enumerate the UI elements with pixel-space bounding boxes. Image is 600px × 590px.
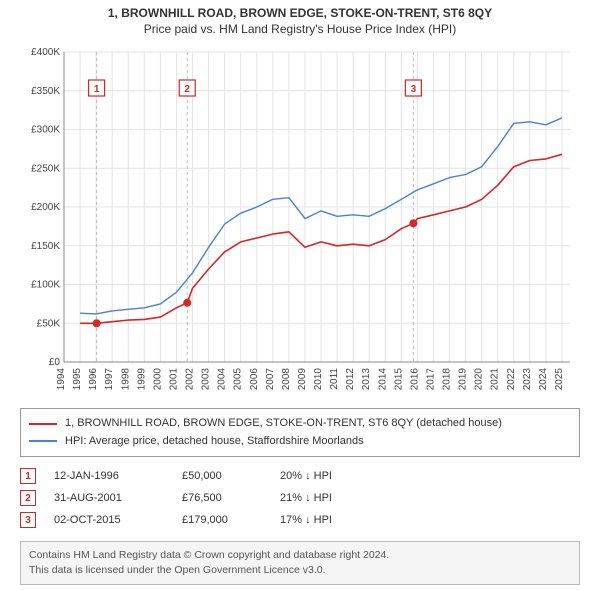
svg-text:2022: 2022	[506, 368, 517, 391]
footer-line-2: This data is licensed under the Open Gov…	[29, 563, 571, 578]
svg-text:£100K: £100K	[31, 280, 60, 291]
svg-text:2001: 2001	[168, 368, 179, 391]
sale-diff-3: 17% ↓ HPI	[280, 514, 390, 526]
chart-subtitle: Price paid vs. HM Land Registry's House …	[10, 22, 590, 36]
sale-price-3: £179,000	[182, 514, 262, 526]
legend-item-hpi: HPI: Average price, detached house, Staf…	[29, 433, 571, 451]
svg-text:1999: 1999	[136, 368, 147, 391]
chart-title: 1, BROWNHILL ROAD, BROWN EDGE, STOKE-ON-…	[10, 6, 590, 20]
svg-text:2002: 2002	[185, 368, 196, 391]
svg-text:2021: 2021	[490, 368, 501, 391]
svg-text:2025: 2025	[554, 368, 565, 391]
sale-row-3: 3 02-OCT-2015 £179,000 17% ↓ HPI	[20, 509, 580, 531]
sale-price-2: £76,500	[182, 492, 262, 504]
svg-text:2000: 2000	[152, 368, 163, 391]
legend-label-hpi: HPI: Average price, detached house, Staf…	[65, 433, 364, 451]
sale-date-2: 31-AUG-2001	[54, 492, 164, 504]
svg-text:2006: 2006	[249, 368, 260, 391]
legend-box: 1, BROWNHILL ROAD, BROWN EDGE, STOKE-ON-…	[20, 408, 580, 457]
svg-text:£150K: £150K	[31, 241, 60, 252]
svg-text:£250K: £250K	[31, 163, 60, 174]
sale-diff-1: 20% ↓ HPI	[280, 470, 390, 482]
svg-text:£350K: £350K	[31, 86, 60, 97]
sales-table: 1 12-JAN-1996 £50,000 20% ↓ HPI 2 31-AUG…	[20, 465, 580, 531]
sale-row-2: 2 31-AUG-2001 £76,500 21% ↓ HPI	[20, 487, 580, 509]
sale-marker-2: 2	[20, 490, 36, 506]
svg-text:2020: 2020	[474, 368, 485, 391]
svg-text:£300K: £300K	[31, 125, 60, 136]
svg-text:£400K: £400K	[31, 47, 60, 58]
svg-text:1996: 1996	[88, 368, 99, 391]
svg-text:2016: 2016	[409, 368, 420, 391]
svg-text:2014: 2014	[377, 368, 388, 391]
svg-text:2018: 2018	[442, 368, 453, 391]
svg-text:2009: 2009	[297, 368, 308, 391]
title-block: 1, BROWNHILL ROAD, BROWN EDGE, STOKE-ON-…	[0, 0, 600, 38]
svg-text:2012: 2012	[345, 368, 356, 391]
svg-text:1997: 1997	[104, 368, 115, 391]
sale-date-3: 02-OCT-2015	[54, 514, 164, 526]
svg-text:1: 1	[94, 84, 100, 95]
svg-text:1998: 1998	[120, 368, 131, 391]
svg-text:2019: 2019	[458, 368, 469, 391]
svg-text:1994: 1994	[56, 368, 67, 391]
chart-area: £0 £50K £100K £150K £200K £250K £300K £350K £400…	[20, 42, 580, 402]
line-chart-svg: £0 £50K £100K £150K £200K £250K £300K £350K £400…	[20, 42, 580, 402]
svg-text:2005: 2005	[233, 368, 244, 391]
svg-text:1995: 1995	[72, 368, 83, 391]
sale-price-1: £50,000	[182, 470, 262, 482]
svg-text:2017: 2017	[425, 368, 436, 391]
svg-text:£200K: £200K	[31, 202, 60, 213]
sale-row-1: 1 12-JAN-1996 £50,000 20% ↓ HPI	[20, 465, 580, 487]
sale-diff-2: 21% ↓ HPI	[280, 492, 390, 504]
svg-text:£50K: £50K	[37, 318, 61, 329]
svg-text:2011: 2011	[329, 368, 340, 390]
chart-container: 1, BROWNHILL ROAD, BROWN EDGE, STOKE-ON-…	[0, 0, 600, 590]
svg-text:2015: 2015	[393, 368, 404, 391]
legend-label-property: 1, BROWNHILL ROAD, BROWN EDGE, STOKE-ON-…	[65, 415, 502, 433]
svg-text:2023: 2023	[522, 368, 533, 391]
svg-text:2024: 2024	[538, 368, 549, 391]
sale-date-1: 12-JAN-1996	[54, 470, 164, 482]
svg-text:2: 2	[184, 84, 190, 95]
svg-text:2010: 2010	[313, 368, 324, 391]
legend-swatch-hpi	[29, 440, 57, 442]
svg-text:2013: 2013	[361, 368, 372, 391]
footer-attribution: Contains HM Land Registry data © Crown c…	[20, 541, 580, 584]
legend-swatch-property	[29, 423, 57, 425]
sale-marker-1: 1	[20, 468, 36, 484]
svg-text:£0: £0	[49, 357, 61, 368]
svg-text:3: 3	[411, 84, 417, 95]
footer-line-1: Contains HM Land Registry data © Crown c…	[29, 548, 571, 563]
svg-text:2007: 2007	[265, 368, 276, 391]
svg-text:2004: 2004	[217, 368, 228, 391]
legend-item-property: 1, BROWNHILL ROAD, BROWN EDGE, STOKE-ON-…	[29, 415, 571, 433]
sale-marker-3: 3	[20, 512, 36, 528]
svg-text:2003: 2003	[201, 368, 212, 391]
svg-text:2008: 2008	[281, 368, 292, 391]
